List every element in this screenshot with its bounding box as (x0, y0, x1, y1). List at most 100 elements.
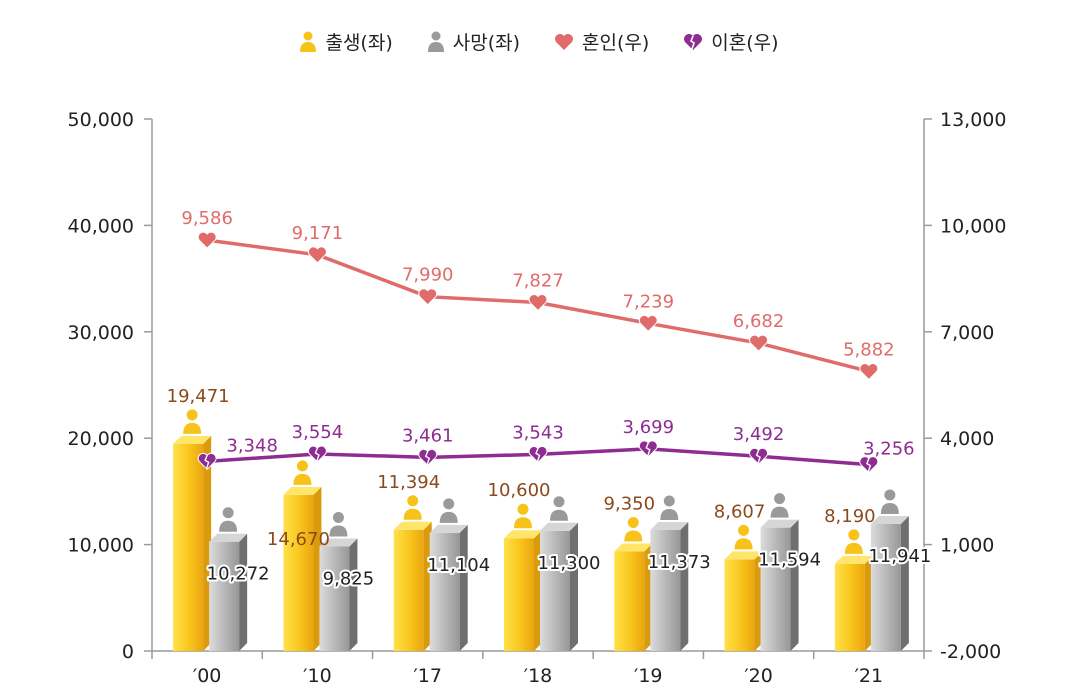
divorce-marker (859, 456, 879, 474)
x-tick-label: ′21 (855, 665, 884, 687)
x-tick-label: ′17 (413, 665, 442, 687)
death-bar (870, 515, 909, 651)
birth-data-label: 11,394 (377, 472, 440, 493)
marriage-marker (638, 314, 658, 333)
divorce-data-label: 3,699 (623, 417, 675, 438)
right-tick-label: 4,000 (940, 428, 994, 450)
death-bar (429, 524, 468, 651)
marriage-data-label: 7,827 (512, 270, 564, 291)
left-tick-label: 10,000 (68, 535, 134, 557)
death-data-label-halo: 11,104 (427, 555, 490, 576)
marriage-marker (197, 231, 217, 249)
death-data-label-halo: 11,941 (868, 546, 931, 567)
death-bar (760, 519, 799, 651)
death-data-label-halo: 11,373 (648, 552, 711, 573)
death-bar (540, 522, 578, 651)
left-tick-label: 40,000 (68, 215, 134, 237)
birth-bar (504, 530, 542, 651)
x-tick-label: ′18 (524, 665, 553, 687)
death-person-icon (329, 511, 348, 537)
birth-data-label: 10,600 (488, 480, 551, 501)
death-data-label: 11,373 (648, 552, 711, 573)
birth-person-icon (624, 517, 643, 542)
death-person-icon (660, 495, 679, 520)
death-data-label: 11,941 (868, 546, 931, 567)
x-tick-label: ′19 (634, 665, 663, 687)
divorce-marker (638, 440, 658, 458)
death-data-label-halo: 11,300 (538, 553, 601, 574)
right-tick-label: 1,000 (940, 535, 994, 557)
legend-label-death: 사망(좌) (452, 32, 520, 54)
death-bar (650, 521, 689, 651)
broken-heart-icon (684, 33, 703, 50)
marriage-data-label: 9,171 (292, 223, 344, 244)
birth-bar (834, 555, 873, 651)
x-tick-label: ′10 (303, 665, 332, 687)
right-tick-label: 7,000 (940, 322, 994, 344)
death-data-label: 11,300 (538, 553, 601, 574)
death-data-label-halo: 11,594 (758, 550, 821, 571)
death-data-label: 9,825 (323, 568, 375, 589)
divorce-data-label: 3,554 (292, 422, 344, 443)
divorce-marker (418, 448, 438, 467)
birth-person-icon (293, 460, 312, 485)
birth-data-label: 9,350 (604, 494, 656, 515)
legend-item-marriage: 혼인(우) (554, 28, 649, 55)
death-bar (319, 538, 358, 651)
divorce-marker (197, 452, 217, 471)
legend-item-birth: 출생(좌) (299, 28, 393, 55)
heart-icon (555, 33, 573, 50)
marriage-marker (749, 334, 769, 352)
marriage-data-label: 9,586 (181, 208, 233, 229)
birth-person-icon (183, 409, 202, 434)
death-person-icon (550, 496, 568, 521)
divorce-data-label: 3,492 (733, 424, 785, 445)
divorce-marker (528, 445, 548, 464)
right-tick-label: -2,000 (940, 641, 1001, 663)
birth-person-icon (844, 529, 863, 554)
marriage-data-label: 5,882 (843, 339, 895, 360)
divorce-data-label: 3,461 (402, 425, 454, 446)
legend-label-birth: 출생(좌) (325, 32, 393, 54)
death-data-label-halo: 10,272 (207, 564, 270, 585)
right-tick-label: 10,000 (940, 215, 1006, 237)
person-gray-icon (427, 31, 444, 52)
marriage-data-label: 7,239 (623, 291, 675, 312)
marriage-marker (418, 288, 438, 306)
birth-bar (724, 551, 763, 651)
marriage-marker (307, 246, 327, 264)
death-person-icon (439, 498, 458, 523)
left-tick-label: 50,000 (68, 109, 134, 131)
death-person-icon (770, 493, 789, 518)
marriage-data-label: 7,990 (402, 265, 454, 286)
death-data-label: 10,272 (207, 564, 270, 585)
x-tick-label: ′00 (193, 665, 222, 687)
left-tick-label: 30,000 (68, 322, 134, 344)
x-tick-label: ′20 (744, 665, 773, 687)
death-person-icon (880, 489, 899, 514)
legend-item-divorce: 이혼(우) (683, 28, 779, 55)
death-data-label: 11,104 (427, 555, 490, 576)
birth-person-icon (514, 503, 532, 529)
divorce-marker (307, 445, 327, 463)
divorce-data-label: 3,256 (863, 439, 915, 460)
death-person-icon (219, 507, 238, 532)
divorce-marker (749, 447, 769, 465)
legend-label-marriage: 혼인(우) (582, 32, 650, 54)
birth-data-label: 8,607 (714, 501, 766, 522)
birth-data-label: 8,190 (824, 506, 876, 527)
divorce-data-label: 3,348 (226, 435, 278, 456)
birth-person-icon (734, 524, 753, 550)
marriage-marker (859, 362, 879, 381)
left-tick-label: 0 (122, 641, 134, 663)
birth-person-icon (403, 495, 422, 520)
death-bar (209, 533, 248, 651)
chart-legend: 출생(좌) 사망(좌) 혼인(우) 이혼(우) (0, 28, 1078, 55)
person-gold-icon (300, 31, 317, 52)
birth-bar (173, 435, 212, 651)
birth-bar (614, 543, 653, 651)
left-tick-label: 20,000 (68, 428, 134, 450)
legend-label-divorce: 이혼(우) (711, 32, 779, 54)
